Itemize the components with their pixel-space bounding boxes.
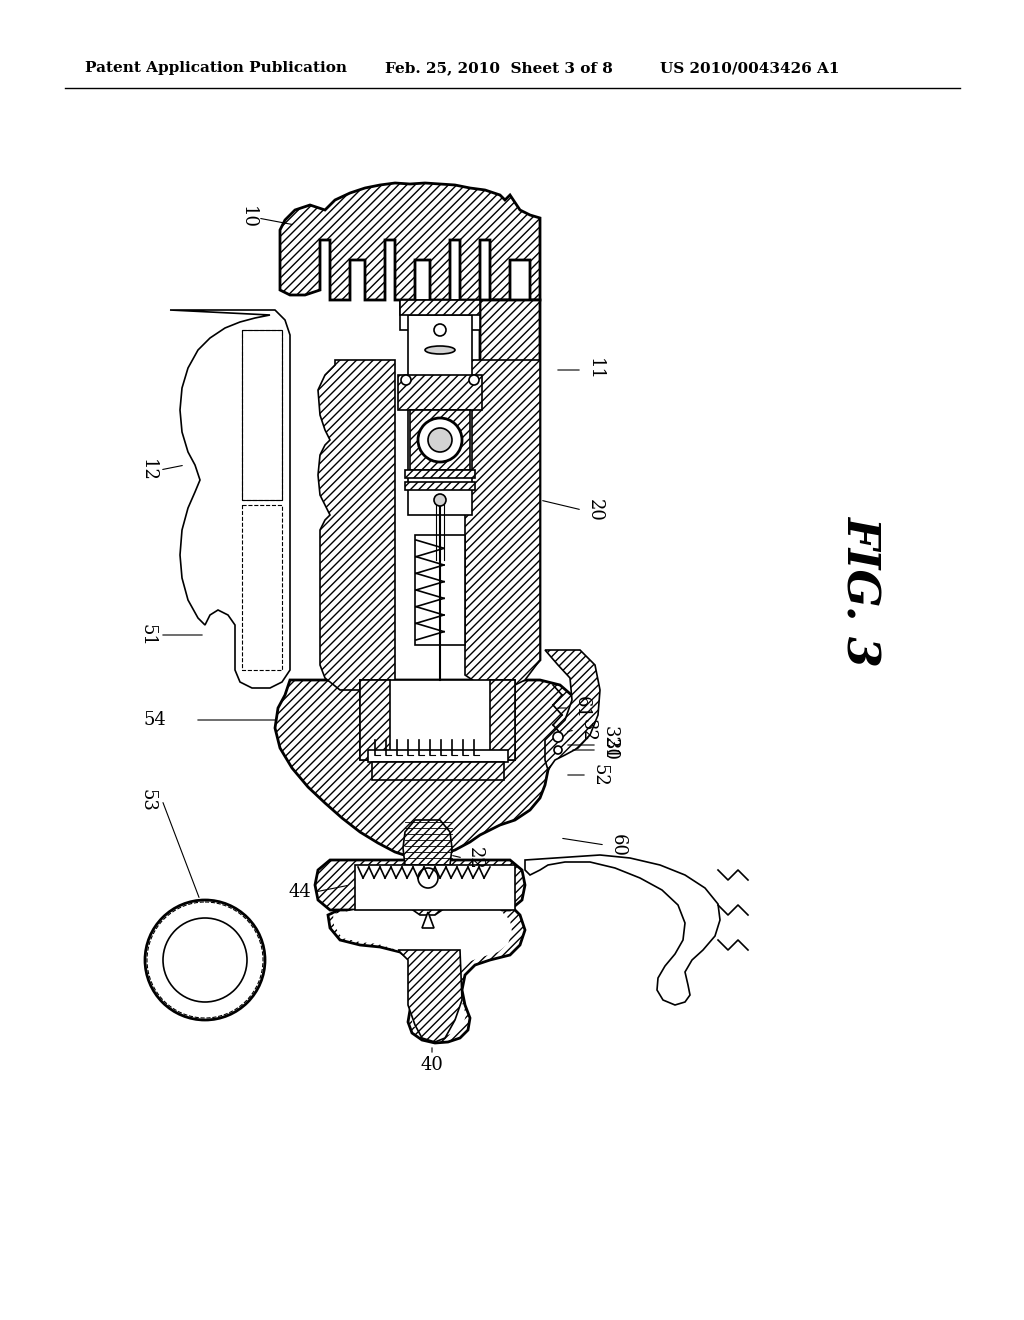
Circle shape [418,869,438,888]
Bar [410,411,470,470]
Text: 30: 30 [601,738,618,762]
Text: 53: 53 [139,788,157,812]
Polygon shape [406,874,450,915]
Polygon shape [480,300,540,675]
Bar [415,535,465,645]
Circle shape [554,746,562,754]
Bar [372,762,504,780]
Text: 40: 40 [421,1056,443,1074]
Circle shape [469,375,479,385]
Text: 52: 52 [591,764,609,787]
Polygon shape [275,680,580,858]
Circle shape [401,375,411,385]
Text: 61: 61 [573,697,591,719]
Polygon shape [170,310,290,688]
Polygon shape [545,649,600,770]
Polygon shape [318,360,395,690]
Circle shape [418,418,462,462]
Bar [242,506,282,671]
Bar [398,375,482,411]
Polygon shape [398,950,462,1041]
Circle shape [553,733,563,742]
Text: Patent Application Publication: Patent Application Publication [85,61,347,75]
Circle shape [434,494,446,506]
Polygon shape [422,912,434,928]
Bar [242,330,282,500]
Polygon shape [403,820,452,874]
Text: 11: 11 [586,359,604,381]
Polygon shape [280,183,540,300]
Text: FIG. 3: FIG. 3 [839,515,882,665]
Text: 321: 321 [601,726,618,760]
Text: 10: 10 [239,206,257,230]
Bar [406,482,475,490]
Bar [408,315,472,515]
Bar [400,300,480,315]
Polygon shape [525,855,720,1005]
Text: 22: 22 [466,846,484,870]
Text: 51: 51 [139,623,157,647]
Text: US 2010/0043426 A1: US 2010/0043426 A1 [660,61,840,75]
Bar [360,680,390,760]
Text: 60: 60 [609,833,627,857]
Ellipse shape [425,346,455,354]
Polygon shape [315,861,525,909]
Bar [400,300,480,330]
Bar [490,680,515,760]
Text: 54: 54 [143,711,166,729]
Bar [406,470,475,478]
Polygon shape [333,909,512,1038]
Text: 44: 44 [289,883,311,902]
Bar [360,680,515,760]
Text: 32: 32 [579,718,597,742]
Circle shape [434,323,446,337]
Text: Feb. 25, 2010  Sheet 3 of 8: Feb. 25, 2010 Sheet 3 of 8 [385,61,613,75]
Bar [368,750,508,762]
Circle shape [163,917,247,1002]
Text: 12: 12 [139,458,157,482]
Bar [242,330,282,500]
Circle shape [145,900,265,1020]
Circle shape [428,428,452,451]
Polygon shape [465,360,540,690]
Text: 20: 20 [586,499,604,521]
Polygon shape [328,906,525,1043]
Bar [355,865,515,909]
